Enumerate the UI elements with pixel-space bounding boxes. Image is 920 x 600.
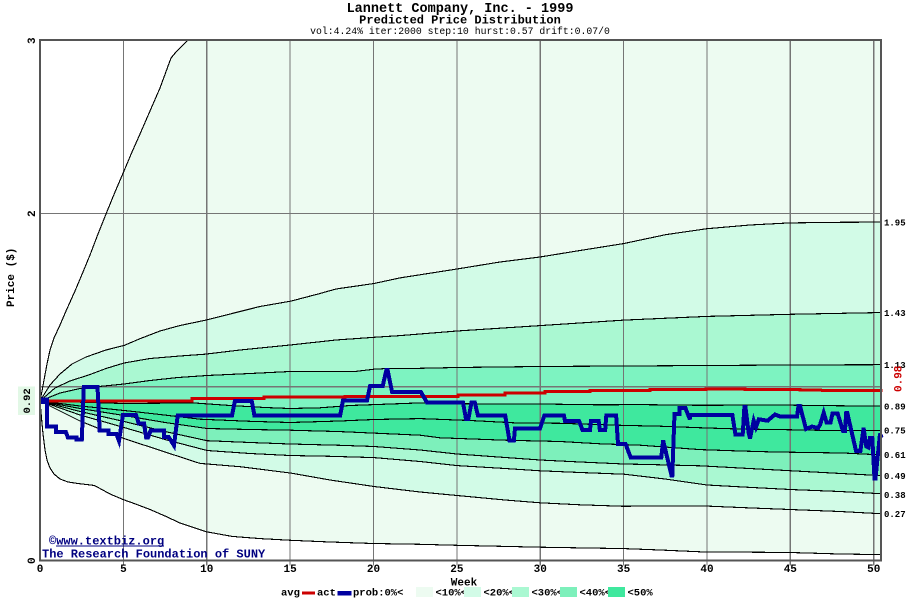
svg-text:0.89: 0.89 [884,402,906,412]
svg-text:Lannett Company, Inc. - 1999: Lannett Company, Inc. - 1999 [347,2,574,17]
svg-text:©www.textbiz.org: ©www.textbiz.org [49,535,164,549]
svg-text:Predicted Price Distribution: Predicted Price Distribution [359,14,561,28]
svg-text:20: 20 [367,564,380,576]
svg-text:0.49: 0.49 [884,472,906,482]
svg-text:0: 0 [27,557,39,564]
svg-text:1.43: 1.43 [884,309,906,319]
svg-text:5: 5 [120,564,127,576]
svg-text:45: 45 [784,564,798,576]
svg-text:<30%<: <30%< [532,588,564,600]
svg-text:0.92: 0.92 [22,388,34,413]
svg-text:0.38: 0.38 [884,491,906,501]
svg-text:0: 0 [37,564,44,576]
svg-text:3: 3 [27,37,39,44]
svg-text:30: 30 [534,564,547,576]
svg-text:prob:0%<: prob:0%< [353,588,403,600]
svg-text:avg: avg [281,588,300,600]
svg-text:10: 10 [200,564,213,576]
svg-text:15: 15 [283,564,297,576]
svg-text:1.95: 1.95 [884,218,906,228]
svg-text:40: 40 [700,564,713,576]
svg-text:Week: Week [451,578,478,590]
svg-text:<20%<: <20%< [484,588,516,600]
svg-text:1.13: 1.13 [884,361,906,371]
svg-text:50: 50 [867,564,880,576]
svg-text:35: 35 [617,564,631,576]
svg-text:2: 2 [27,210,39,217]
svg-text:0.98: 0.98 [894,365,906,392]
svg-text:The Research Foundation of SUN: The Research Foundation of SUNY [42,548,266,562]
svg-text:act: act [317,588,336,600]
svg-text:25: 25 [450,564,464,576]
svg-text:<50%: <50% [628,588,654,600]
svg-text:0.61: 0.61 [884,451,906,461]
svg-text:<40%<: <40%< [580,588,612,600]
svg-text:Price ($): Price ($) [6,248,18,307]
svg-text:<10%<: <10%< [436,588,468,600]
svg-text:vol:4.24% iter:2000 step:10 hu: vol:4.24% iter:2000 step:10 hurst:0.57 d… [310,26,610,37]
svg-text:0.27: 0.27 [884,510,906,520]
svg-text:0.75: 0.75 [884,427,906,437]
